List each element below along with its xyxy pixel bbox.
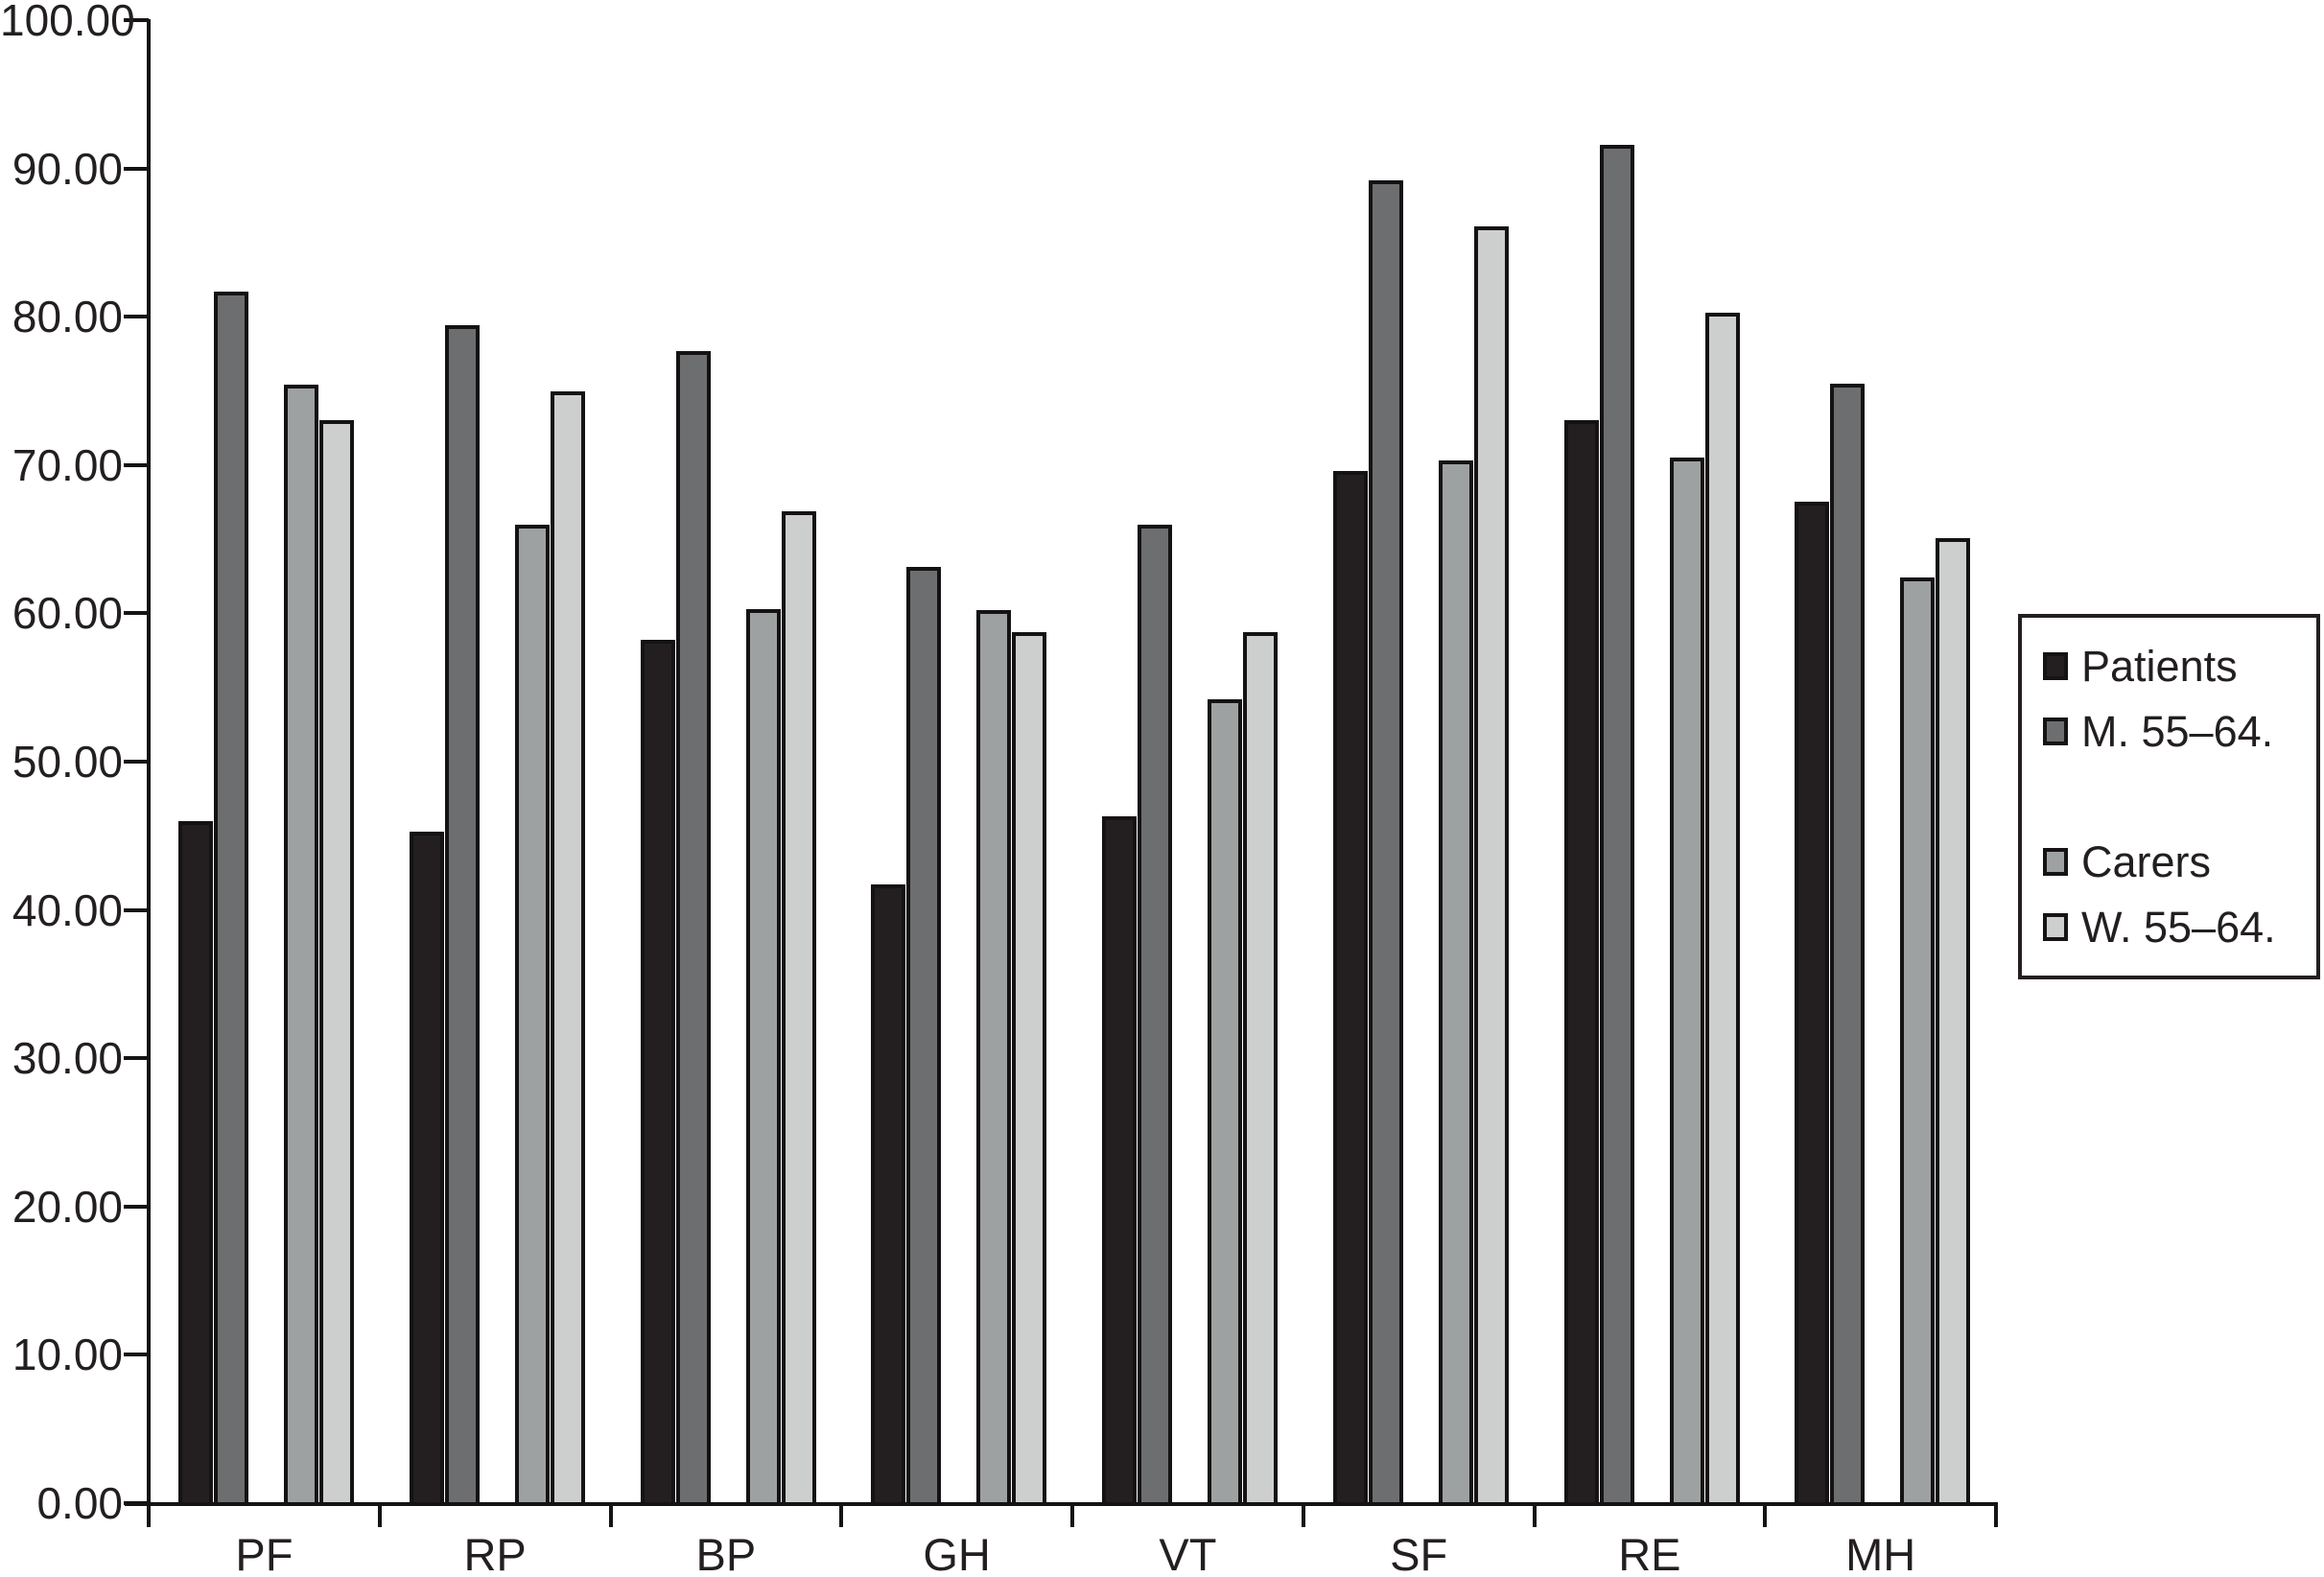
bar-VT-w5564 [1243,632,1278,1506]
bar-MH-patients [1795,502,1830,1506]
bar-BP-patients [640,640,675,1506]
legend-item-m5564: M. 55–64. [2043,698,2316,764]
y-tick-label-50.00: 50.00 [12,737,123,787]
y-tick-20.00 [124,1204,149,1209]
legend-label: M. 55–64. [2081,706,2274,756]
y-tick-label-60.00: 60.00 [12,588,123,639]
bar-RP-patients [409,831,444,1506]
bar-BP-m5564 [675,350,711,1506]
x-label-MH: MH [1845,1529,1916,1577]
bar-RP-m5564 [444,325,480,1506]
y-tick-90.00 [124,166,149,171]
y-tick-label-0.00: 0.00 [36,1478,123,1528]
bar-BP-carers [745,608,781,1506]
x-tick-8 [1994,1502,1998,1527]
x-tick-0 [147,1502,151,1527]
legend: Patients M. 55–64. Carers W. 55–64. [2018,614,2320,979]
x-label-RE: RE [1618,1529,1681,1577]
bar-GH-w5564 [1012,632,1047,1506]
bar-MH-m5564 [1830,383,1866,1506]
bar-GH-carers [976,610,1012,1506]
x-label-PF: PF [235,1529,293,1577]
legend-swatch-icon [2043,651,2068,680]
y-tick-label-30.00: 30.00 [12,1033,123,1084]
x-label-BP: BP [695,1529,757,1577]
y-tick-0.00 [124,1501,149,1505]
y-tick-30.00 [124,1056,149,1061]
legend-label: Carers [2081,836,2212,886]
x-tick-5 [1301,1502,1305,1527]
bar-MH-w5564 [1936,537,1971,1506]
y-tick-80.00 [124,315,149,319]
bar-BP-w5564 [781,510,816,1506]
bar-MH-carers [1900,577,1936,1506]
bar-VT-patients [1102,816,1137,1506]
x-tick-7 [1763,1502,1768,1527]
y-tick-label-100.00: 100.00 [0,0,135,45]
x-label-SF: SF [1390,1529,1448,1577]
x-axis [125,1502,1998,1506]
x-tick-3 [839,1502,844,1527]
x-label-RP: RP [463,1529,527,1577]
y-axis [147,19,151,1506]
legend-item-carers: Carers [2043,829,2316,894]
bar-PF-w5564 [319,420,354,1506]
bar-GH-m5564 [906,567,942,1506]
x-tick-6 [1532,1502,1537,1527]
bar-PF-m5564 [214,291,248,1506]
legend-swatch-icon [2043,912,2068,941]
y-tick-40.00 [124,907,149,912]
bar-RP-carers [514,524,550,1506]
bar-VT-m5564 [1138,524,1172,1506]
legend-label: Patients [2081,641,2238,691]
legend-swatch-icon [2043,717,2068,745]
x-tick-2 [608,1502,613,1527]
y-tick-label-90.00: 90.00 [12,143,123,194]
legend-item-w5564: W. 55–64. [2043,894,2316,959]
x-label-VT: VT [1159,1529,1217,1577]
bar-PF-carers [284,385,318,1506]
y-tick-label-40.00: 40.00 [12,884,123,935]
x-tick-4 [1070,1502,1074,1527]
bar-SF-carers [1438,460,1473,1506]
x-tick-1 [377,1502,382,1527]
y-tick-60.00 [124,611,149,616]
bar-RP-w5564 [550,390,585,1506]
y-tick-10.00 [124,1353,149,1357]
bar-SF-patients [1332,470,1368,1506]
y-tick-label-20.00: 20.00 [12,1181,123,1232]
bar-GH-patients [871,884,906,1506]
legend-item-patients: Patients [2043,633,2316,698]
y-tick-100.00 [124,18,149,22]
bar-PF-patients [178,820,213,1506]
legend-swatch-icon [2043,847,2068,876]
x-label-GH: GH [923,1529,991,1577]
bar-RE-carers [1669,458,1704,1506]
bar-VT-carers [1208,699,1242,1506]
y-tick-50.00 [124,760,149,764]
bar-SF-m5564 [1368,179,1403,1506]
bar-SF-w5564 [1473,225,1509,1506]
bar-RE-w5564 [1704,312,1740,1506]
bar-RE-patients [1563,420,1599,1506]
y-tick-label-80.00: 80.00 [12,292,123,342]
bar-RE-m5564 [1599,144,1634,1506]
legend-label: W. 55–64. [2081,902,2276,952]
y-tick-label-10.00: 10.00 [12,1330,123,1380]
y-tick-label-70.00: 70.00 [12,439,123,490]
y-tick-70.00 [124,462,149,467]
